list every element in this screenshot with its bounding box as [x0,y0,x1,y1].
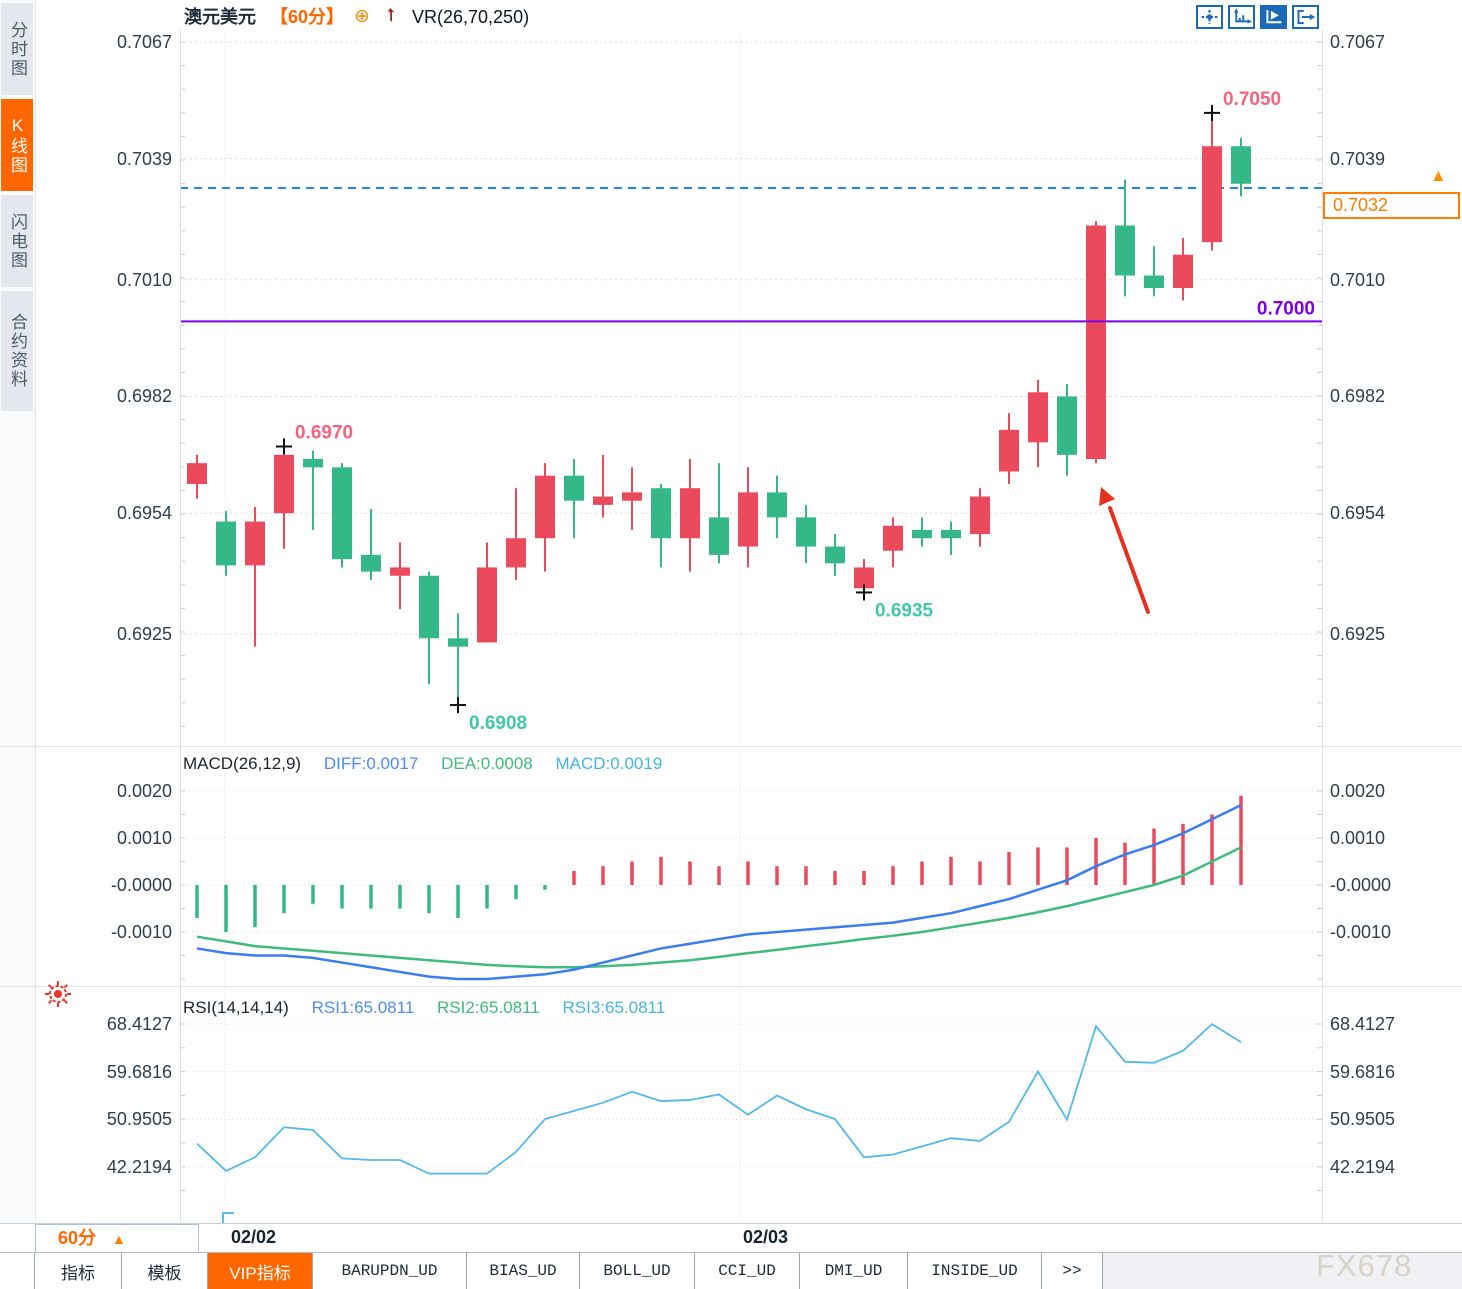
indicator-settings-sun-icon[interactable] [44,980,72,1008]
rsi-axis-label: 42.2194 [1330,1156,1396,1177]
price-axis-label: 0.7039 [1330,148,1386,169]
rsi-axis-label: 59.6816 [1330,1061,1396,1082]
indicator-tab-bar: 指标 模板 VIP指标 BARUPDN_UD BIAS_UD BOLL_UD C… [0,1252,1462,1289]
price-axis-label: 0.7067 [1330,32,1386,52]
price-axis-label: 0.6954 [116,503,172,524]
tab-vip-indicators[interactable]: VIP指标 [208,1253,313,1289]
macd-axis-label: 0.0020 [116,781,172,801]
sidebar-item-contract-info[interactable]: 合约资料 [1,291,33,411]
svg-text:0.6908: 0.6908 [469,713,527,734]
crosshair-icon[interactable] [1196,5,1223,29]
price-axis-label: 0.7039 [116,148,172,169]
add-indicator-icon[interactable]: ⊕ [354,6,370,27]
rsi-axis-label: 68.4127 [106,1014,172,1034]
svg-text:0.6935: 0.6935 [875,600,934,621]
macd-axis-label: -0.0000 [110,875,172,895]
exit-right-icon[interactable] [1292,5,1319,29]
price-axis-label: 0.6982 [1330,386,1386,407]
price-axis-label: 0.7010 [1330,269,1386,290]
svg-text:0.7000: 0.7000 [1257,298,1315,319]
macd-axis-label: 0.0010 [1330,828,1386,848]
tab-barupdn-ud[interactable]: BARUPDN_UD [313,1253,467,1289]
tab-more[interactable]: >> [1042,1253,1103,1289]
tab-dmi-ud[interactable]: DMI_UD [800,1253,908,1289]
symbol-title: 澳元美元 [184,7,256,27]
up-arrow-icon: ↑ [385,2,396,25]
rsi3-value: RSI3:65.0811 [562,998,666,1017]
price-axis-label: 0.7010 [116,269,172,290]
price-axis-label: 0.7067 [116,32,172,52]
sidebar-item-timeline-chart[interactable]: 分时图 [1,3,33,95]
rsi-axis-label: 42.2194 [106,1156,172,1177]
price-axis-label: 0.6982 [116,386,172,407]
sidebar-item-candlestick-chart[interactable]: K线图 [1,99,33,191]
vr-indicator-label: VR(26,70,250) [412,7,530,27]
tabbar-filler [1103,1253,1462,1289]
price-up-marker-icon: ▲ [1430,166,1447,185]
panel-separator [0,746,1462,747]
macd-title: MACD(26,12,9) [183,754,302,773]
price-axis-label: 0.6925 [116,624,172,645]
left-axis-line [180,30,181,1222]
tab-indicators[interactable]: 指标 [35,1253,122,1289]
macd-chart[interactable] [180,748,1322,986]
rsi-chart[interactable] [180,988,1322,1222]
period-selector[interactable]: 60分 ▲ [35,1224,199,1253]
chart-type-sidebar: 分时图 K线图 闪电图 合约资料 [0,0,36,1222]
svg-text:0.7050: 0.7050 [1223,89,1281,110]
rsi-title: RSI(14,14,14) [183,998,289,1017]
period-dropdown-arrow-icon: ▲ [112,1231,126,1247]
panel-separator [0,986,1462,987]
tab-bias-ud[interactable]: BIAS_UD [467,1253,580,1289]
timeline-tick [222,1212,234,1223]
rsi2-value: RSI2:65.0811 [437,998,540,1017]
macd-macd-value: MACD:0.0019 [555,754,663,773]
tabbar-spacer [0,1253,35,1289]
rsi1-value: RSI1:65.0811 [311,998,415,1017]
macd-axis-label: 0.0020 [1330,781,1386,801]
pointer-scale-icon[interactable] [1260,5,1287,29]
price-axis-label: 0.6925 [1330,624,1386,645]
macd-axis-label: -0.0010 [1330,922,1392,942]
period-tag[interactable]: 【60分】 [270,7,345,27]
macd-diff-value: DIFF:0.0017 [323,754,419,773]
current-price-tag: 0.7032 [1323,192,1460,219]
tab-cci-ud[interactable]: CCI_UD [695,1253,800,1289]
watermark: FX678 [1316,1248,1413,1283]
macd-panel-header: MACD(26,12,9) DIFF:0.0017 DEA:0.0008 MAC… [183,754,680,774]
tab-inside-ud[interactable]: INSIDE_UD [908,1253,1042,1289]
tab-boll-ud[interactable]: BOLL_UD [580,1253,695,1289]
candlestick-chart[interactable]: 0.7000 0.6970 0.6908 0.6935 0.7050 [180,30,1322,746]
date-label: 02/03 [743,1227,789,1247]
rsi-axis-label: 59.6816 [106,1061,172,1082]
right-axis-line [1322,30,1323,1222]
price-axis-label: 0.6954 [1330,503,1386,524]
rsi-axis-label: 50.9505 [106,1109,172,1130]
macd-axis-label: 0.0010 [116,828,172,848]
rsi-axis-label: 50.9505 [1330,1109,1396,1130]
date-label: 02/02 [231,1227,277,1247]
chart-toolbar [1196,5,1319,29]
macd-axis-label: -0.0000 [1330,875,1392,895]
tab-templates[interactable]: 模板 [122,1253,208,1289]
time-axis-strip: 60分 ▲ 02/02 02/03 [0,1223,1462,1253]
svg-text:0.6970: 0.6970 [295,422,353,443]
axis-scale-icon[interactable] [1228,5,1255,29]
rsi-axis-label: 68.4127 [1330,1014,1396,1034]
rsi-panel-header: RSI(14,14,14) RSI1:65.0811 RSI2:65.0811 … [183,998,683,1018]
sidebar-item-lightning-chart[interactable]: 闪电图 [1,195,33,287]
macd-axis-label: -0.0010 [110,922,172,942]
macd-dea-value: DEA:0.0008 [441,754,533,773]
